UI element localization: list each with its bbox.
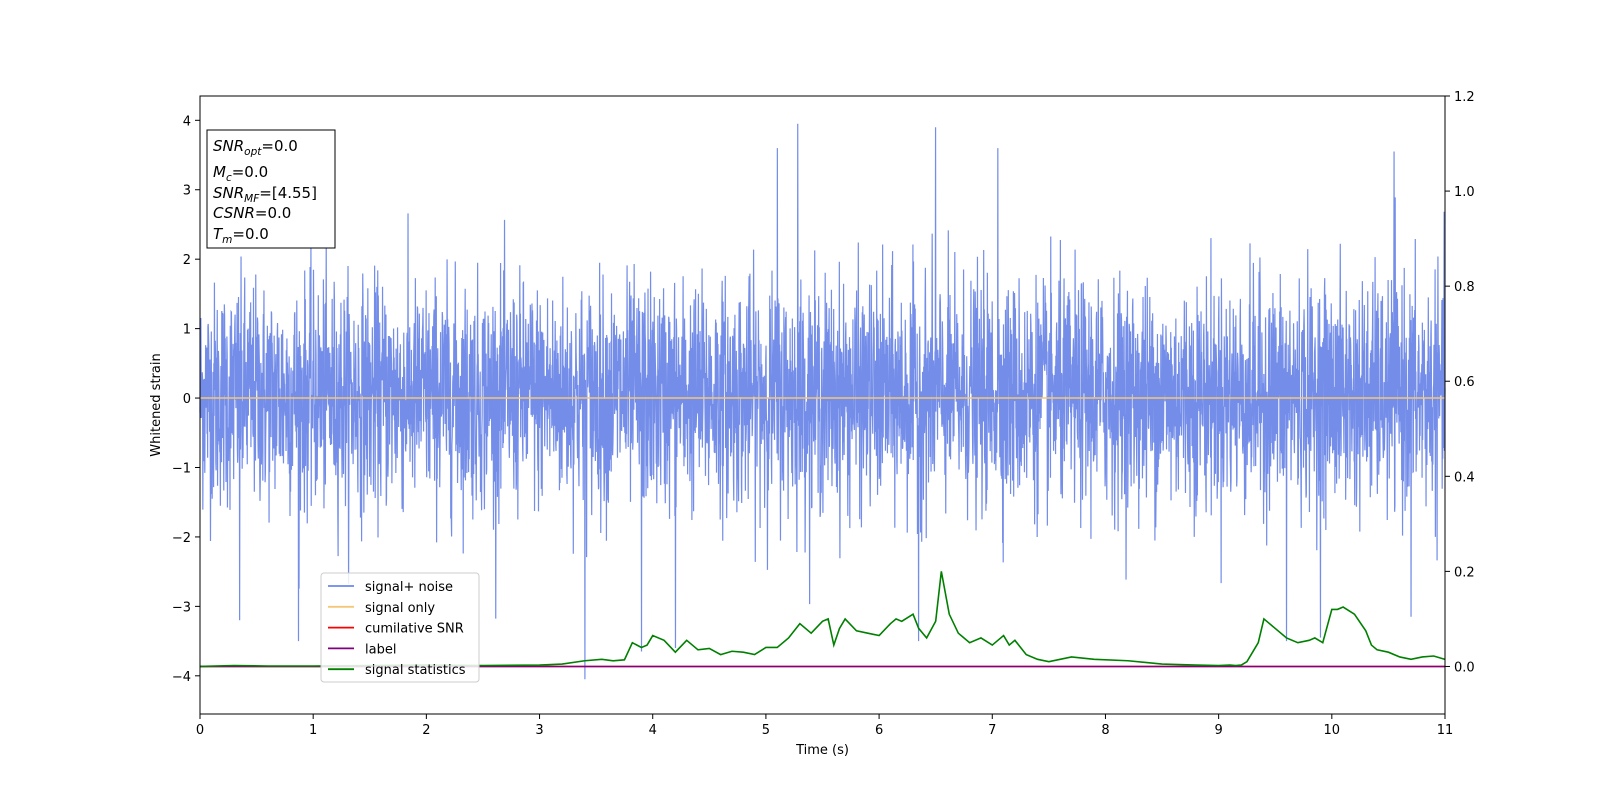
noise-trace-group [199,123,1446,680]
annotation-var: SNR [213,137,244,155]
legend-label: signal only [365,601,435,616]
y-axis-right: 1.2 1.0 0.8 0.6 0.4 0.2 0.0 [1445,90,1475,675]
annotation-subscript: opt [244,146,262,158]
legend-label: cumilative SNR [365,622,464,637]
x-tick-label: 9 [1214,723,1222,738]
x-axis: 0 1 2 3 4 5 6 7 8 9 10 11 [196,714,1453,738]
x-tick-label: 2 [422,723,430,738]
annotation-value: =[4.55] [259,184,317,202]
x-tick-label: 11 [1437,723,1454,738]
y2-tick-label: 0.6 [1454,375,1475,390]
legend-label: signal statistics [365,663,466,678]
x-tick-label: 7 [988,723,996,738]
x-tick-label: 6 [875,723,883,738]
y-axis-label: Whitened strain [149,353,164,456]
y-tick-label: 4 [183,114,191,129]
annotation-subscript: m [222,234,232,246]
y-tick-label: 2 [183,253,191,268]
x-tick-label: 3 [535,723,543,738]
x-tick-label: 4 [649,723,657,738]
x-tick-label: 10 [1324,723,1341,738]
y2-tick-label: 1.0 [1454,185,1475,200]
series-signal-noise-line [199,123,1446,680]
annotation-value: =0.0 [255,204,291,222]
annotation-var: T [213,225,224,243]
y-tick-label: 1 [183,323,191,338]
annotation-line: Tm=0.0 [213,225,269,246]
legend: signal+ noise signal only cumilative SNR la… [320,572,480,683]
x-tick-label: 1 [309,723,317,738]
legend-label: signal+ noise [365,580,453,595]
annotation-line: Mc=0.0 [213,163,268,184]
y2-tick-label: 0.0 [1454,660,1475,675]
y-tick-label: 0 [183,392,191,407]
legend-frame [320,572,480,683]
annotation-var: M [213,163,226,181]
x-axis-label: Time (s) [795,743,849,758]
x-tick-label: 0 [196,723,204,738]
legend-label: label [365,642,396,657]
y-tick-label: −3 [172,600,191,615]
y-tick-label: −2 [172,531,191,546]
annotation-frame [206,129,336,249]
x-tick-label: 8 [1101,723,1109,738]
annotation-var: CSNR [213,204,255,222]
annotation-line: SNRMF=[4.55] [213,184,317,205]
annotation-value: =0.0 [232,225,268,243]
annotation-var: SNR [213,184,244,202]
plot-frame [199,95,1446,715]
annotation-value: =0.0 [261,137,297,155]
x-tick-label: 5 [762,723,770,738]
series-signal-statistics-line [199,571,1446,668]
y-axis-left: 4 3 2 1 0 −1 −2 −3 −4 [172,114,200,685]
annotation-line: CSNR=0.0 [213,204,291,222]
y2-tick-label: 1.2 [1454,90,1475,105]
y-tick-label: −4 [172,670,191,685]
y2-tick-label: 0.4 [1454,470,1475,485]
annotation-box: SNRopt=0.0Mc=0.0SNRMF=[4.55]CSNR=0.0Tm=0… [206,129,336,249]
annotation-value: =0.0 [232,163,268,181]
annotation-subscript: MF [244,193,260,205]
y-tick-label: −1 [172,461,191,476]
annotation-line: SNRopt=0.0 [213,137,298,158]
y2-tick-label: 0.2 [1454,565,1475,580]
annotation-subscript: c [226,172,232,184]
y2-tick-label: 0.8 [1454,280,1475,295]
y-tick-label: 3 [183,184,191,199]
